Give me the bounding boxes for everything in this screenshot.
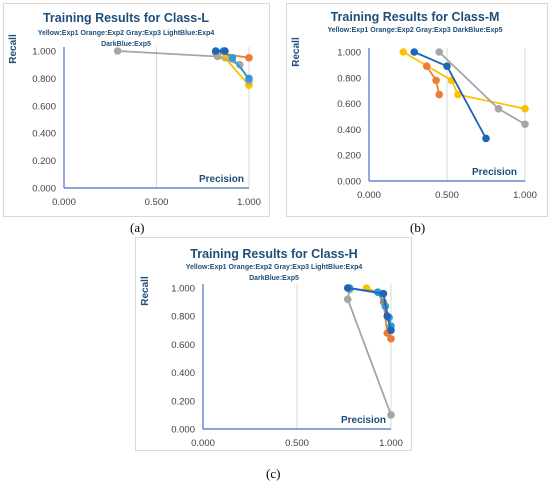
data-point-exp2 — [435, 90, 443, 99]
data-point-exp4 — [228, 54, 237, 62]
data-point-exp1 — [454, 90, 462, 99]
x-tick-label: 0.000 — [357, 190, 381, 201]
x-axis-label: Precision — [199, 174, 244, 185]
series-line-exp1 — [402, 51, 526, 110]
y-tick-label: 1.000 — [171, 284, 195, 295]
chart-subtitle: Yellow:Exp1 Orange:Exp2 Gray:Exp3 LightB… — [186, 264, 363, 271]
x-tick-label: 0.000 — [52, 197, 76, 208]
x-tick-label: 0.500 — [435, 190, 459, 201]
y-tick-label: 0.200 — [171, 396, 195, 407]
chart-subtitle: DarkBlue:Exp5 — [249, 275, 299, 282]
y-tick-label: 0.600 — [32, 101, 56, 112]
chart-subtitle: DarkBlue:Exp5 — [101, 41, 151, 48]
caption-c: (c) — [266, 466, 281, 481]
data-point-exp5 — [211, 47, 220, 55]
y-tick-label: 0.000 — [32, 184, 56, 195]
chart-subtitle: Yellow:Exp1 Orange:Exp2 Gray:Exp3 LightB… — [38, 30, 215, 37]
y-tick-label: 0.000 — [171, 425, 195, 436]
x-axis-label: Precision — [472, 167, 517, 178]
y-axis-label: Recall — [140, 276, 151, 306]
chart-subtitle: Yellow:Exp1 Orange:Exp2 Gray:Exp3 DarkBl… — [327, 27, 502, 34]
chart-title: Training Results for Class-L — [43, 11, 209, 25]
data-point-exp3 — [494, 104, 503, 113]
y-tick-label: 0.800 — [337, 73, 361, 84]
data-point-exp2 — [422, 62, 431, 70]
data-point-exp3 — [521, 120, 529, 129]
y-axis-label: Recall — [291, 37, 302, 67]
y-tick-label: 0.400 — [32, 129, 56, 140]
data-point-exp5 — [221, 47, 229, 55]
x-tick-label: 0.000 — [191, 438, 215, 449]
data-point-exp3 — [235, 60, 244, 69]
data-point-exp3 — [435, 48, 443, 56]
y-tick-label: 0.400 — [337, 125, 361, 136]
series-line-exp5 — [347, 287, 392, 331]
chart-class-h: Training Results for Class-H Yellow:Exp1 … — [140, 247, 403, 449]
data-point-exp2 — [387, 334, 395, 343]
data-point-exp3 — [343, 295, 352, 304]
y-tick-label: 0.200 — [337, 151, 361, 162]
data-point-exp5 — [443, 62, 451, 70]
data-point-exp2 — [245, 54, 253, 62]
x-tick-label: 1.000 — [237, 197, 261, 208]
data-point-exp5 — [379, 289, 388, 298]
caption-a: (a) — [130, 220, 145, 235]
chart-title: Training Results for Class-H — [190, 247, 357, 261]
x-axis-label: Precision — [341, 415, 386, 426]
data-point-exp3 — [387, 411, 395, 419]
chart-panel-class-l: Training Results for Class-L Yellow:Exp1 … — [3, 3, 270, 217]
y-tick-label: 0.600 — [337, 99, 361, 110]
chart-class-l: Training Results for Class-L Yellow:Exp1 … — [8, 11, 261, 208]
y-tick-label: 0.600 — [171, 340, 195, 351]
chart-class-m: Training Results for Class-M Yellow:Exp1 … — [291, 10, 537, 201]
y-axis-label: Recall — [8, 34, 19, 64]
y-tick-label: 0.800 — [32, 74, 56, 85]
data-point-exp5 — [343, 284, 352, 292]
data-point-exp4 — [245, 74, 253, 83]
x-tick-label: 1.000 — [513, 190, 537, 201]
data-point-exp3 — [113, 47, 122, 55]
chart-title: Training Results for Class-M — [331, 10, 500, 24]
series-line-exp1 — [224, 57, 250, 86]
data-point-exp5 — [482, 134, 490, 143]
data-point-exp1 — [521, 104, 529, 113]
x-tick-label: 0.500 — [285, 438, 309, 449]
x-tick-label: 0.500 — [145, 197, 169, 208]
data-point-exp5 — [387, 326, 395, 335]
chart-panel-class-m: Training Results for Class-M Yellow:Exp1 … — [286, 3, 548, 217]
data-point-exp2 — [432, 76, 440, 85]
y-tick-label: 0.200 — [32, 156, 56, 167]
chart-panel-class-h: Training Results for Class-H Yellow:Exp1 … — [135, 237, 412, 451]
x-tick-label: 1.000 — [379, 438, 403, 449]
caption-b: (b) — [410, 220, 426, 235]
data-point-exp5 — [410, 48, 419, 56]
y-tick-label: 1.000 — [337, 48, 361, 59]
y-tick-label: 1.000 — [32, 47, 56, 58]
y-tick-label: 0.000 — [337, 177, 361, 188]
data-point-exp1 — [399, 48, 408, 56]
data-point-exp5 — [383, 312, 392, 320]
y-tick-label: 0.800 — [171, 312, 195, 323]
y-tick-label: 0.400 — [171, 368, 195, 379]
series-line-exp3 — [438, 51, 526, 126]
